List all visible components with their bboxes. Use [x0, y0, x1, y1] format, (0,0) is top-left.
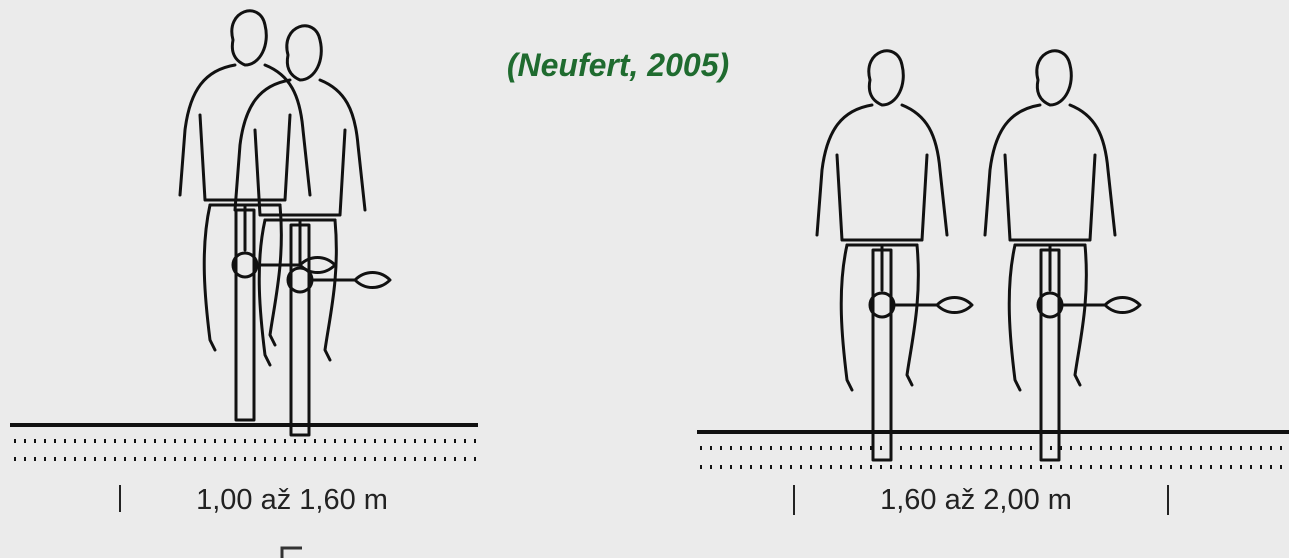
page: (Neufert, 2005) 1,00 až 1,60 m 1,60 až 2…	[0, 0, 1289, 558]
side-by-side-riders	[817, 51, 1140, 460]
diagram: (Neufert, 2005) 1,00 až 1,60 m 1,60 až 2…	[0, 0, 1289, 558]
cropped-mark	[282, 548, 302, 558]
citation: (Neufert, 2005)	[507, 47, 729, 83]
rider	[817, 51, 972, 460]
rider	[985, 51, 1140, 460]
width-label: 1,60 až 2,00 m	[880, 484, 1072, 516]
rider	[235, 26, 390, 435]
width-label: 1,00 až 1,60 m	[196, 484, 388, 516]
tandem-riders	[180, 11, 390, 435]
